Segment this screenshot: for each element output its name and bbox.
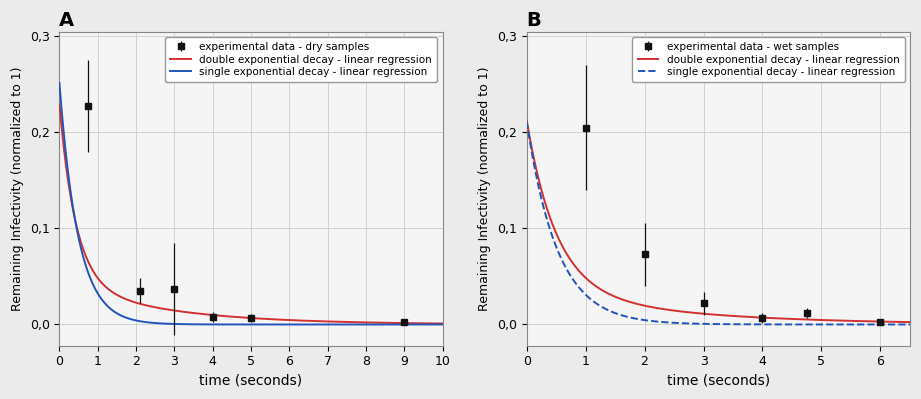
single exponential decay - linear regression bbox=[544, 227, 555, 232]
double exponential decay - linear regression bbox=[286, 318, 297, 322]
Line: double exponential decay - linear regression: double exponential decay - linear regres… bbox=[60, 104, 443, 324]
double exponential decay - linear regression bbox=[753, 315, 764, 320]
single exponential decay - linear regression bbox=[904, 322, 915, 327]
double exponential decay - linear regression bbox=[904, 320, 915, 324]
X-axis label: time (seconds): time (seconds) bbox=[667, 374, 770, 388]
single exponential decay - linear regression bbox=[743, 322, 754, 327]
Legend: experimental data - dry samples, double exponential decay - linear regression, s: experimental data - dry samples, double … bbox=[165, 37, 437, 83]
single exponential decay - linear regression bbox=[298, 322, 309, 327]
single exponential decay - linear regression bbox=[54, 81, 65, 85]
single exponential decay - linear regression bbox=[77, 253, 88, 258]
double exponential decay - linear regression bbox=[77, 246, 88, 251]
Legend: experimental data - wet samples, double exponential decay - linear regression, s: experimental data - wet samples, double … bbox=[633, 37, 904, 83]
double exponential decay - linear regression bbox=[851, 319, 862, 324]
Text: B: B bbox=[527, 11, 542, 30]
Line: double exponential decay - linear regression: double exponential decay - linear regres… bbox=[527, 120, 910, 322]
double exponential decay - linear regression bbox=[743, 314, 754, 319]
double exponential decay - linear regression bbox=[437, 321, 449, 326]
single exponential decay - linear regression bbox=[521, 119, 532, 124]
Line: single exponential decay - linear regression: single exponential decay - linear regres… bbox=[60, 83, 443, 324]
single exponential decay - linear regression bbox=[384, 322, 395, 327]
single exponential decay - linear regression bbox=[344, 322, 356, 327]
single exponential decay - linear regression bbox=[811, 322, 822, 327]
double exponential decay - linear regression bbox=[544, 216, 555, 221]
Line: single exponential decay - linear regression: single exponential decay - linear regres… bbox=[527, 121, 910, 324]
double exponential decay - linear regression bbox=[521, 118, 532, 123]
double exponential decay - linear regression bbox=[765, 316, 776, 320]
single exponential decay - linear regression bbox=[276, 322, 287, 327]
Y-axis label: Remaining Infectivity (normalized to 1): Remaining Infectivity (normalized to 1) bbox=[11, 66, 24, 311]
Y-axis label: Remaining Infectivity (normalized to 1): Remaining Infectivity (normalized to 1) bbox=[478, 66, 492, 311]
double exponential decay - linear regression bbox=[344, 320, 356, 324]
double exponential decay - linear regression bbox=[54, 102, 65, 107]
double exponential decay - linear regression bbox=[811, 318, 822, 322]
Text: A: A bbox=[59, 11, 75, 30]
single exponential decay - linear regression bbox=[286, 322, 297, 327]
single exponential decay - linear regression bbox=[753, 322, 764, 327]
single exponential decay - linear regression bbox=[765, 322, 776, 327]
single exponential decay - linear regression bbox=[851, 322, 862, 327]
single exponential decay - linear regression bbox=[437, 322, 449, 327]
double exponential decay - linear regression bbox=[298, 318, 309, 323]
X-axis label: time (seconds): time (seconds) bbox=[200, 374, 303, 388]
double exponential decay - linear regression bbox=[276, 317, 287, 322]
double exponential decay - linear regression bbox=[384, 320, 395, 325]
